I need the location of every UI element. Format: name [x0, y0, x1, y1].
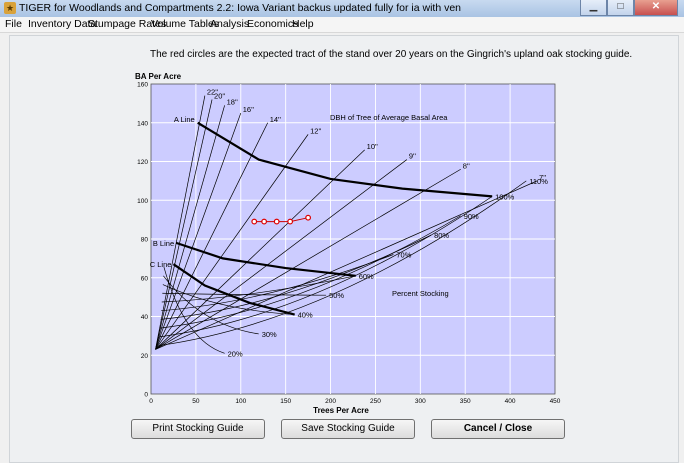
stocking-line — [159, 196, 493, 338]
stocking-line — [160, 215, 461, 329]
stocking-line-label: 70% — [396, 251, 411, 260]
y-tick-label: 160 — [137, 82, 148, 89]
dbh-line — [155, 99, 213, 350]
stocking-line — [163, 275, 259, 335]
x-tick-label: 50 — [192, 398, 200, 405]
dbh-line — [155, 95, 206, 350]
stocking-line — [163, 267, 225, 354]
dbh-title: DBH of Tree of Average Basal Area — [330, 113, 448, 122]
c-line — [172, 263, 295, 316]
dbh-line-label: 12'' — [310, 126, 322, 135]
stocking-line-label: 20% — [228, 349, 243, 358]
dbh-line-label: 20'' — [214, 92, 226, 101]
x-tick-label: 200 — [325, 398, 336, 405]
dbh-line-label: 18'' — [227, 97, 239, 106]
x-axis-title: Trees Per Acre — [313, 406, 369, 415]
menu-analysis[interactable]: Analysis — [210, 18, 250, 30]
title-bar: ★ TIGER for Woodlands and Compartments 2… — [0, 0, 684, 18]
y-tick-label: 100 — [137, 198, 148, 205]
y-tick-label: 20 — [141, 353, 149, 360]
y-tick-label: 60 — [141, 275, 149, 282]
dbh-line-label: 14'' — [270, 115, 282, 124]
stocking-line-label: 40% — [298, 311, 313, 320]
dbh-line-label: 9'' — [409, 152, 417, 161]
y-tick-label: 0 — [144, 392, 148, 399]
x-tick-label: 350 — [460, 398, 471, 405]
stocking-line-label: 100% — [495, 192, 515, 201]
stocking-line — [161, 275, 356, 303]
menu-volume-tables[interactable]: Volume Tables — [151, 18, 220, 30]
menu-bar: File Inventory Data Stumpage Rates Volum… — [0, 17, 684, 33]
stocking-line-label: 110% — [529, 177, 548, 186]
menu-help[interactable]: Help — [292, 18, 314, 30]
stocking-line-label: 80% — [434, 231, 449, 240]
stocking-line-label: 30% — [262, 330, 277, 339]
stocking-line-label: 90% — [464, 212, 479, 221]
chart-caption: The red circles are the expected tract o… — [150, 49, 633, 60]
dbh-line — [155, 149, 365, 350]
x-tick-label: 0 — [149, 398, 153, 405]
percent-stocking-title: Percent Stocking — [392, 289, 449, 298]
y-tick-label: 120 — [137, 159, 148, 166]
window-title: TIGER for Woodlands and Compartments 2.2… — [19, 2, 461, 14]
dbh-line-label: 16'' — [243, 105, 255, 114]
dbh-line-label: 10'' — [367, 142, 379, 151]
stand-trajectory-point — [287, 218, 294, 225]
y-axis-title: BA Per Acre — [135, 72, 182, 81]
menu-stumpage-rates[interactable]: Stumpage Rates — [88, 18, 167, 30]
x-tick-label: 150 — [280, 398, 291, 405]
c-line-label: C Line — [150, 260, 172, 269]
dbh-line — [155, 122, 269, 350]
stand-trajectory-point — [273, 218, 280, 225]
y-tick-label: 80 — [141, 237, 149, 244]
y-tick-label: 40 — [141, 314, 149, 321]
x-tick-label: 250 — [370, 398, 381, 405]
stand-trajectory-point — [305, 214, 312, 221]
dbh-line — [155, 134, 309, 350]
stocking-line — [159, 180, 527, 346]
save-stocking-guide-button[interactable]: Save Stocking Guide — [281, 419, 415, 439]
dbh-line-label: 22'' — [207, 88, 219, 97]
menu-economics[interactable]: Economics — [247, 18, 299, 30]
stand-trajectory-point — [261, 218, 268, 225]
x-tick-label: 400 — [505, 398, 516, 405]
b-line — [175, 241, 356, 277]
tiger-app-icon: ★ — [4, 2, 16, 14]
stocking-line — [161, 254, 394, 312]
a-line — [197, 121, 493, 198]
x-tick-label: 100 — [235, 398, 246, 405]
cancel-close-button[interactable]: Cancel / Close — [431, 419, 565, 439]
dbh-line-label: 7'' — [539, 173, 547, 182]
x-tick-label: 300 — [415, 398, 426, 405]
window-controls: ▁ □ ✕ — [580, 0, 678, 16]
stocking-line — [160, 234, 432, 320]
menu-inventory-data[interactable]: Inventory Data — [28, 18, 97, 30]
dbh-line — [155, 159, 408, 350]
maximize-button[interactable]: □ — [607, 0, 634, 16]
b-line-label: B Line — [153, 239, 174, 248]
dbh-line — [155, 168, 461, 350]
y-tick-label: 140 — [137, 120, 148, 127]
dbh-line — [155, 105, 225, 350]
menu-file[interactable]: File — [5, 18, 22, 30]
x-tick-label: 450 — [550, 398, 561, 405]
stocking-line-label: 50% — [329, 291, 344, 300]
stocking-line-label: 60% — [359, 272, 374, 281]
close-button[interactable]: ✕ — [634, 0, 678, 16]
print-stocking-guide-button[interactable]: Print Stocking Guide — [131, 419, 265, 439]
stand-trajectory-point — [251, 218, 258, 225]
minimize-button[interactable]: ▁ — [580, 0, 607, 16]
a-line-label: A Line — [174, 115, 195, 124]
dbh-line-label: 8'' — [463, 161, 471, 170]
